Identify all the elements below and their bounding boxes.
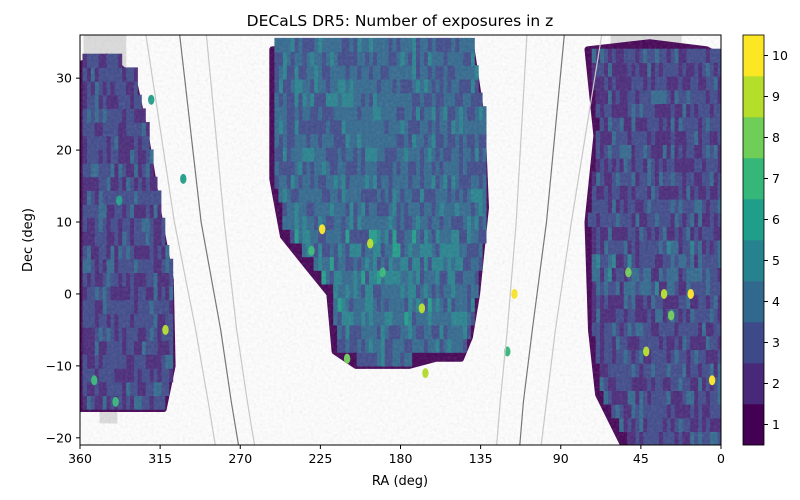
tile-cell — [721, 418, 726, 432]
colorbar-segment — [743, 199, 764, 241]
tile-cell — [721, 144, 726, 158]
galactic-plane-line-light — [540, 35, 603, 445]
galactic-plane-line-light — [205, 35, 256, 445]
tile-cell — [721, 240, 726, 254]
colorbar-tick-label: 9 — [772, 89, 780, 104]
colorbar-segment — [743, 322, 764, 364]
y-axis: −20 −10 0 10 20 30 — [46, 71, 80, 445]
colorbar-segment — [743, 240, 764, 282]
colorbar-segment — [743, 117, 764, 159]
tile-cell — [721, 226, 726, 240]
x-tick-label: 225 — [308, 451, 332, 466]
y-tick-label: 10 — [56, 215, 72, 230]
y-tick-label: 20 — [56, 143, 72, 158]
x-tick-label: 135 — [469, 451, 493, 466]
colorbar-segment — [743, 35, 764, 77]
tile-cell — [721, 49, 726, 63]
tile-cell — [721, 62, 726, 76]
colorbar-segment — [743, 76, 764, 118]
colorbar-tick-label: 5 — [772, 253, 780, 268]
tile-cell — [721, 322, 726, 336]
colorbar-segment — [743, 281, 764, 323]
tile-cell — [721, 363, 726, 377]
tile-cell — [721, 349, 726, 363]
galactic-plane-lines — [145, 35, 603, 445]
tile-cell — [721, 295, 726, 309]
colorbar-segment — [743, 404, 764, 446]
exposure-spots — [80, 35, 721, 445]
tile-cell — [721, 117, 726, 131]
plot-area — [80, 35, 726, 445]
galactic-plane-line-dark — [519, 35, 565, 445]
colorbar-segment — [743, 363, 764, 405]
texture-overlay — [80, 35, 721, 445]
colorbar-tick-label: 10 — [772, 48, 788, 63]
x-tick-label: 0 — [717, 451, 725, 466]
tile-cell — [721, 172, 726, 186]
y-tick-label: −10 — [46, 358, 72, 373]
galactic-plane-line-dark — [179, 35, 240, 445]
x-tick-label: 270 — [228, 451, 252, 466]
tile-cell — [721, 308, 726, 322]
colorbar-frame — [742, 34, 765, 446]
y-axis-label: Dec (deg) — [21, 208, 36, 272]
y-tick-label: 0 — [64, 286, 72, 301]
chart-title: DECaLS DR5: Number of exposures in z — [247, 12, 554, 30]
colorbar-tick-label: 7 — [772, 171, 780, 186]
tile-cell — [721, 131, 726, 145]
tile-cell — [721, 377, 726, 391]
y-tick-label: −20 — [46, 430, 72, 445]
galactic-plane-line-light — [145, 35, 216, 445]
tile-cell — [721, 431, 726, 445]
tile-cell — [721, 76, 726, 90]
x-axis-label: RA (deg) — [372, 474, 428, 489]
colorbar-tick-label: 8 — [772, 130, 780, 145]
tile-cell — [721, 103, 726, 117]
colorbar: 1 2 3 4 5 6 7 8 9 10 — [742, 34, 788, 446]
tile-cell — [721, 267, 726, 281]
tile-cell — [721, 404, 726, 418]
tile-cell — [721, 158, 726, 172]
tile-cell — [721, 336, 726, 350]
x-tick-label: 360 — [68, 451, 92, 466]
tile-cell — [721, 90, 726, 104]
x-axis: 360 315 270 225 180 135 90 45 0 — [68, 445, 725, 466]
tile-cell — [721, 390, 726, 404]
tile-cell — [721, 213, 726, 227]
tile-cell — [721, 185, 726, 199]
tile-cell — [721, 199, 726, 213]
colorbar-tick-label: 1 — [772, 417, 780, 432]
x-tick-label: 45 — [633, 451, 649, 466]
tile-cell — [721, 254, 726, 268]
x-tick-label: 90 — [553, 451, 569, 466]
colorbar-tick-label: 2 — [772, 376, 780, 391]
colorbar-tick-label: 4 — [772, 294, 780, 309]
x-tick-label: 180 — [389, 451, 413, 466]
colorbar-tick-label: 3 — [772, 335, 780, 350]
x-tick-label: 315 — [148, 451, 172, 466]
colorbar-segment — [743, 158, 764, 200]
tile-cell — [721, 281, 726, 295]
galactic-plane-line-light — [496, 35, 528, 445]
colorbar-tick-label: 6 — [772, 212, 780, 227]
y-tick-label: 30 — [56, 71, 72, 86]
